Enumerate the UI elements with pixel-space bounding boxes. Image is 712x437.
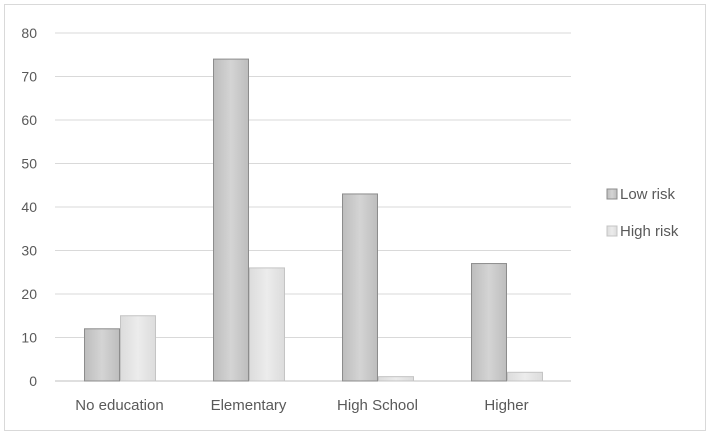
chart-frame: 0 10 20 30 40 50 60 70 80 No education Elementary… <box>4 4 706 431</box>
bar-high-risk-higher <box>507 371 543 382</box>
y-tick-label: 50 <box>21 156 37 172</box>
legend-label: Low risk <box>620 186 676 203</box>
y-tick-label: 20 <box>21 286 37 302</box>
x-axis-tick-labels: No education Elementary High School Higher <box>75 397 528 414</box>
y-tick-label: 80 <box>21 25 37 41</box>
bar-high-risk-elementary <box>249 267 285 382</box>
bars <box>84 58 543 382</box>
bar-low-risk-no-education <box>84 328 120 382</box>
x-tick-label: Higher <box>484 397 528 414</box>
bar-chart: 0 10 20 30 40 50 60 70 80 No education Elementary… <box>21 25 679 414</box>
x-tick-label: No education <box>75 397 163 414</box>
bar-low-risk-high-school <box>342 193 378 382</box>
y-tick-label: 60 <box>21 112 37 128</box>
bar-low-risk-higher <box>471 263 507 382</box>
legend-swatch <box>606 188 618 200</box>
y-tick-label: 10 <box>21 330 37 346</box>
bar-high-risk-no-education <box>120 315 156 382</box>
legend-swatch <box>606 225 618 237</box>
y-tick-label: 70 <box>21 69 37 85</box>
x-tick-label: High School <box>337 397 418 414</box>
legend: Low risk High risk <box>606 186 679 240</box>
x-tick-label: Elementary <box>211 397 287 414</box>
bar-low-risk-elementary <box>213 58 249 382</box>
bar-high-risk-high-school <box>378 376 414 382</box>
y-tick-label: 0 <box>29 373 37 389</box>
y-tick-label: 40 <box>21 199 37 215</box>
legend-label: High risk <box>620 223 679 240</box>
y-tick-label: 30 <box>21 243 37 259</box>
y-axis-tick-labels: 0 10 20 30 40 50 60 70 80 <box>21 25 37 389</box>
